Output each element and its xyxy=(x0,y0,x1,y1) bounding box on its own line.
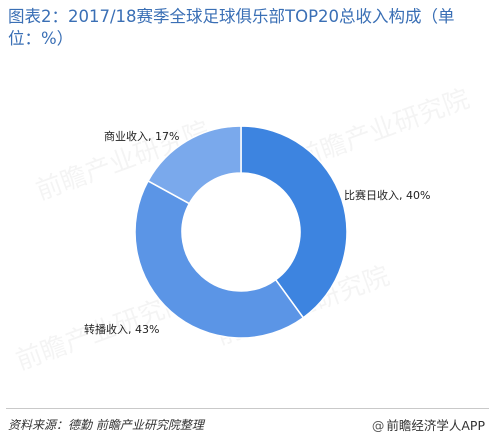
brand-text: 前瞻经济学人APP xyxy=(386,418,485,433)
chart-title: 图表2：2017/18赛季全球足球俱乐部TOP20总收入构成（单位：%） xyxy=(8,7,455,48)
slice-group xyxy=(134,125,348,339)
footer: 资料来源：德勤 前瞻产业研究院整理 @ 前瞻经济学人APP xyxy=(0,408,495,442)
label-group: 比赛日收入, 40% 转播收入, 43% 商业收入, 17% xyxy=(84,129,430,336)
source-text: 资料来源：德勤 前瞻产业研究院整理 xyxy=(8,418,204,432)
slice-label: 商业收入, 17% xyxy=(104,129,179,143)
brand: @ 前瞻经济学人APP xyxy=(372,415,485,434)
slice-label: 转播收入, 43% xyxy=(84,322,159,336)
slice-label: 比赛日收入, 40% xyxy=(344,188,430,202)
donut-hole xyxy=(182,173,300,291)
donut-chart: 前瞻产业研究院前瞻产业研究院前瞻产业研究院前瞻产业研究院 比赛日收入, 40%转… xyxy=(12,84,473,376)
footer-divider xyxy=(6,408,489,409)
at-icon: @ xyxy=(371,418,385,433)
